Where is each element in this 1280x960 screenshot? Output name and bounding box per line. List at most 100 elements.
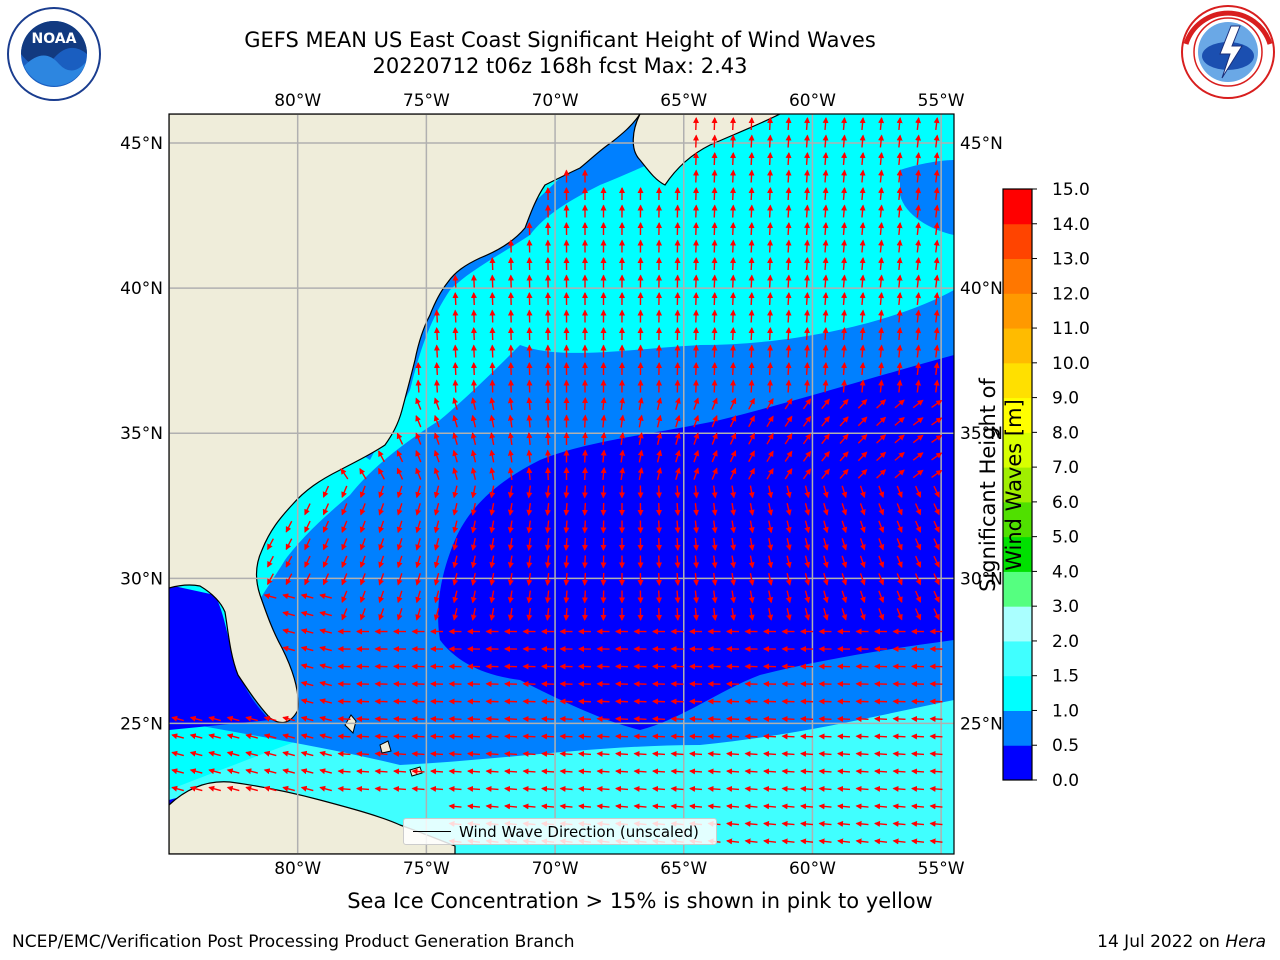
wind-wave-arrow <box>707 803 721 810</box>
wind-wave-arrow <box>822 222 829 236</box>
wind-wave-arrow <box>581 537 588 551</box>
wind-wave-arrow <box>841 344 848 358</box>
wind-wave-arrow <box>615 803 629 810</box>
wind-wave-arrow <box>507 467 514 481</box>
wind-wave-arrow <box>526 414 533 428</box>
wind-wave-arrow <box>693 467 700 480</box>
wind-wave-arrow <box>267 538 274 551</box>
wind-wave-arrow <box>896 520 903 533</box>
wind-wave-arrow <box>415 362 422 376</box>
wind-wave-arrow <box>818 803 832 810</box>
wind-wave-arrow <box>784 468 793 480</box>
wind-wave-arrow <box>226 785 240 792</box>
wind-wave-arrow <box>489 449 496 463</box>
wind-wave-arrow <box>929 768 943 775</box>
wind-wave-arrow <box>730 362 737 376</box>
wind-wave-arrow <box>857 451 868 462</box>
wind-wave-arrow <box>896 485 903 498</box>
wind-wave-arrow <box>396 485 403 499</box>
graticule <box>169 114 954 854</box>
wind-wave-arrow <box>526 397 533 411</box>
wind-wave-arrow <box>859 590 866 604</box>
wind-wave-arrow <box>282 715 295 722</box>
wind-wave-arrow <box>915 274 922 288</box>
wind-wave-arrow <box>359 573 366 586</box>
wind-wave-arrow <box>911 785 925 792</box>
wind-wave-arrow <box>822 169 829 183</box>
wind-wave-arrow <box>804 204 811 218</box>
wind-wave-arrow <box>693 414 700 428</box>
wind-wave-arrow <box>800 733 814 740</box>
wind-wave-arrow <box>596 785 610 792</box>
wind-wave-arrow <box>896 239 903 253</box>
wind-wave-arrow <box>914 485 922 498</box>
wind-wave-arrow <box>894 469 905 479</box>
wind-wave-arrow <box>359 503 366 516</box>
wind-wave-arrow <box>841 573 848 586</box>
wind-wave-arrow <box>578 715 592 722</box>
wind-wave-arrow <box>804 309 811 323</box>
wind-wave-arrow <box>767 485 774 499</box>
wind-wave-arrow <box>652 803 666 810</box>
wind-wave-arrow <box>821 433 830 445</box>
wind-wave-arrow <box>726 768 740 775</box>
wind-wave-arrow <box>730 169 737 183</box>
wind-wave-arrow <box>707 733 721 740</box>
wind-wave-arrow <box>707 750 721 757</box>
wind-wave-arrow <box>544 572 551 586</box>
wind-wave-arrow <box>693 449 700 463</box>
wind-wave-arrow <box>582 467 589 481</box>
wind-wave-arrow <box>433 573 440 586</box>
wind-wave-arrow <box>633 733 647 740</box>
wind-wave-arrow <box>841 239 848 253</box>
wind-wave-arrow <box>670 750 684 757</box>
wind-wave-arrow <box>818 838 832 845</box>
wind-wave-arrow <box>544 555 551 569</box>
wind-wave-arrow <box>304 538 311 551</box>
wind-wave-arrow <box>859 538 866 551</box>
wind-wave-arrow <box>378 485 385 499</box>
wind-wave-arrow <box>596 733 610 740</box>
wind-wave-arrow <box>300 768 314 775</box>
wind-wave-arrow <box>304 520 311 533</box>
wind-wave-arrow <box>767 502 774 516</box>
wind-wave-arrow <box>933 274 940 288</box>
wind-wave-arrow <box>452 467 459 480</box>
wind-wave-arrow <box>874 768 888 775</box>
wind-wave-arrow <box>748 520 755 534</box>
wind-wave-arrow <box>876 416 887 427</box>
wind-wave-arrow <box>785 204 792 218</box>
wind-wave-arrow <box>859 257 866 271</box>
wind-wave-arrow <box>304 573 311 586</box>
wind-wave-arrow <box>652 750 666 757</box>
wind-wave-arrow <box>766 397 774 410</box>
wind-wave-arrow <box>730 502 737 516</box>
wind-wave-arrow <box>841 152 848 166</box>
lat-label-right: 30°N <box>960 569 1003 589</box>
wind-wave-arrow <box>929 715 943 722</box>
wind-wave-arrow <box>841 274 848 288</box>
wind-wave-arrow <box>822 327 829 341</box>
wind-wave-arrow <box>378 573 385 586</box>
wind-wave-arrow <box>337 733 351 740</box>
wind-wave-arrow <box>470 590 477 604</box>
wind-wave-arrow <box>559 750 573 757</box>
wind-wave-arrow <box>693 502 700 516</box>
wind-wave-arrow <box>396 520 403 534</box>
wind-wave-arrow <box>656 502 663 516</box>
wind-wave-arrow <box>822 590 829 604</box>
colorbar-segment <box>1003 328 1032 364</box>
wind-wave-arrow <box>822 134 829 148</box>
wind-wave-arrow <box>748 450 755 463</box>
wind-wave-arrow <box>822 608 829 621</box>
wind-wave-arrow <box>396 555 403 569</box>
wind-wave-arrow <box>693 520 700 534</box>
colorbar-tick-label: 8.0 <box>1052 423 1079 443</box>
wind-wave-arrow <box>804 485 811 499</box>
wind-wave-arrow <box>781 785 795 792</box>
wind-wave-arrow <box>489 537 496 551</box>
wind-wave-arrow <box>822 520 829 534</box>
wind-wave-arrow <box>822 538 829 551</box>
wind-wave-arrow <box>300 715 314 722</box>
wind-wave-arrow <box>841 520 848 534</box>
